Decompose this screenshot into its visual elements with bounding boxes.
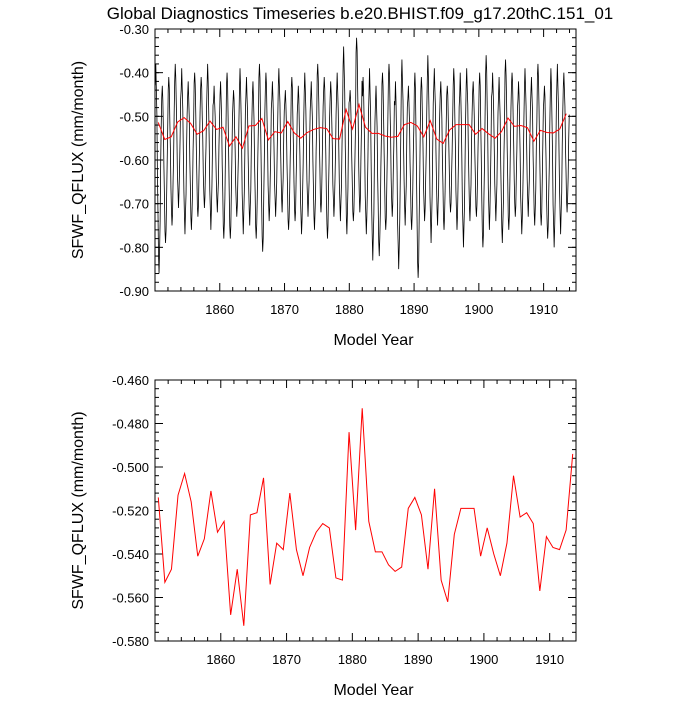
panel-1-y-tick-label: -0.60 <box>119 153 149 168</box>
panel-1-y-axis-label: SFWF_QFLUX (mm/month) <box>70 61 87 259</box>
panel-2-x-tick-label: 1910 <box>535 652 564 667</box>
panel-2-y-tick-label: -0.500 <box>112 460 149 475</box>
panel-2-series-annual-line <box>158 408 572 626</box>
panel-2-plot-frame <box>155 380 576 641</box>
panel-1-x-tick-label: 1870 <box>270 302 299 317</box>
panel-2-y-axis-label: SFWF_QFLUX (mm/month) <box>70 411 87 609</box>
panel-2-y-tick-label: -0.540 <box>112 547 149 562</box>
panel-1-x-axis-label: Model Year <box>333 332 414 349</box>
panel-2-y-tick-label: -0.520 <box>112 504 149 519</box>
panel-2-x-tick-label: 1890 <box>404 652 433 667</box>
panel-1-y-tick-label: -0.50 <box>119 109 149 124</box>
panel-2-y-tick-label: -0.460 <box>112 373 149 388</box>
panel-2-x-tick-label: 1880 <box>338 652 367 667</box>
panel-2-y-tick-label: -0.580 <box>112 634 149 649</box>
panel-1-x-tick-label: 1900 <box>464 302 493 317</box>
panel-2-x-axis-label: Model Year <box>333 682 414 699</box>
panel-1-x-tick-label: 1880 <box>335 302 364 317</box>
panel-2-y-tick-label: -0.480 <box>112 417 149 432</box>
panel-1-x-tick-label: 1890 <box>400 302 429 317</box>
panel-2-x-tick-label: 1900 <box>469 652 498 667</box>
panel-1-x-tick-label: 1910 <box>529 302 558 317</box>
panel-1-y-tick-label: -0.30 <box>119 22 149 37</box>
panel-2-x-tick-label: 1860 <box>206 652 235 667</box>
panel-1-y-tick-label: -0.40 <box>119 66 149 81</box>
panel-1-y-tick-label: -0.90 <box>119 284 149 299</box>
panel-1-y-tick-label: -0.80 <box>119 240 149 255</box>
panel-1-plot-frame <box>155 29 576 291</box>
panel-1-y-tick-label: -0.70 <box>119 197 149 212</box>
panel-2-x-tick-label: 1870 <box>272 652 301 667</box>
panel-1-series-monthly-line <box>155 38 569 278</box>
chart-title: Global Diagnostics Timeseries b.e20.BHIS… <box>107 4 614 23</box>
panel-1-x-tick-label: 1860 <box>205 302 234 317</box>
panel-2-y-tick-label: -0.560 <box>112 591 149 606</box>
